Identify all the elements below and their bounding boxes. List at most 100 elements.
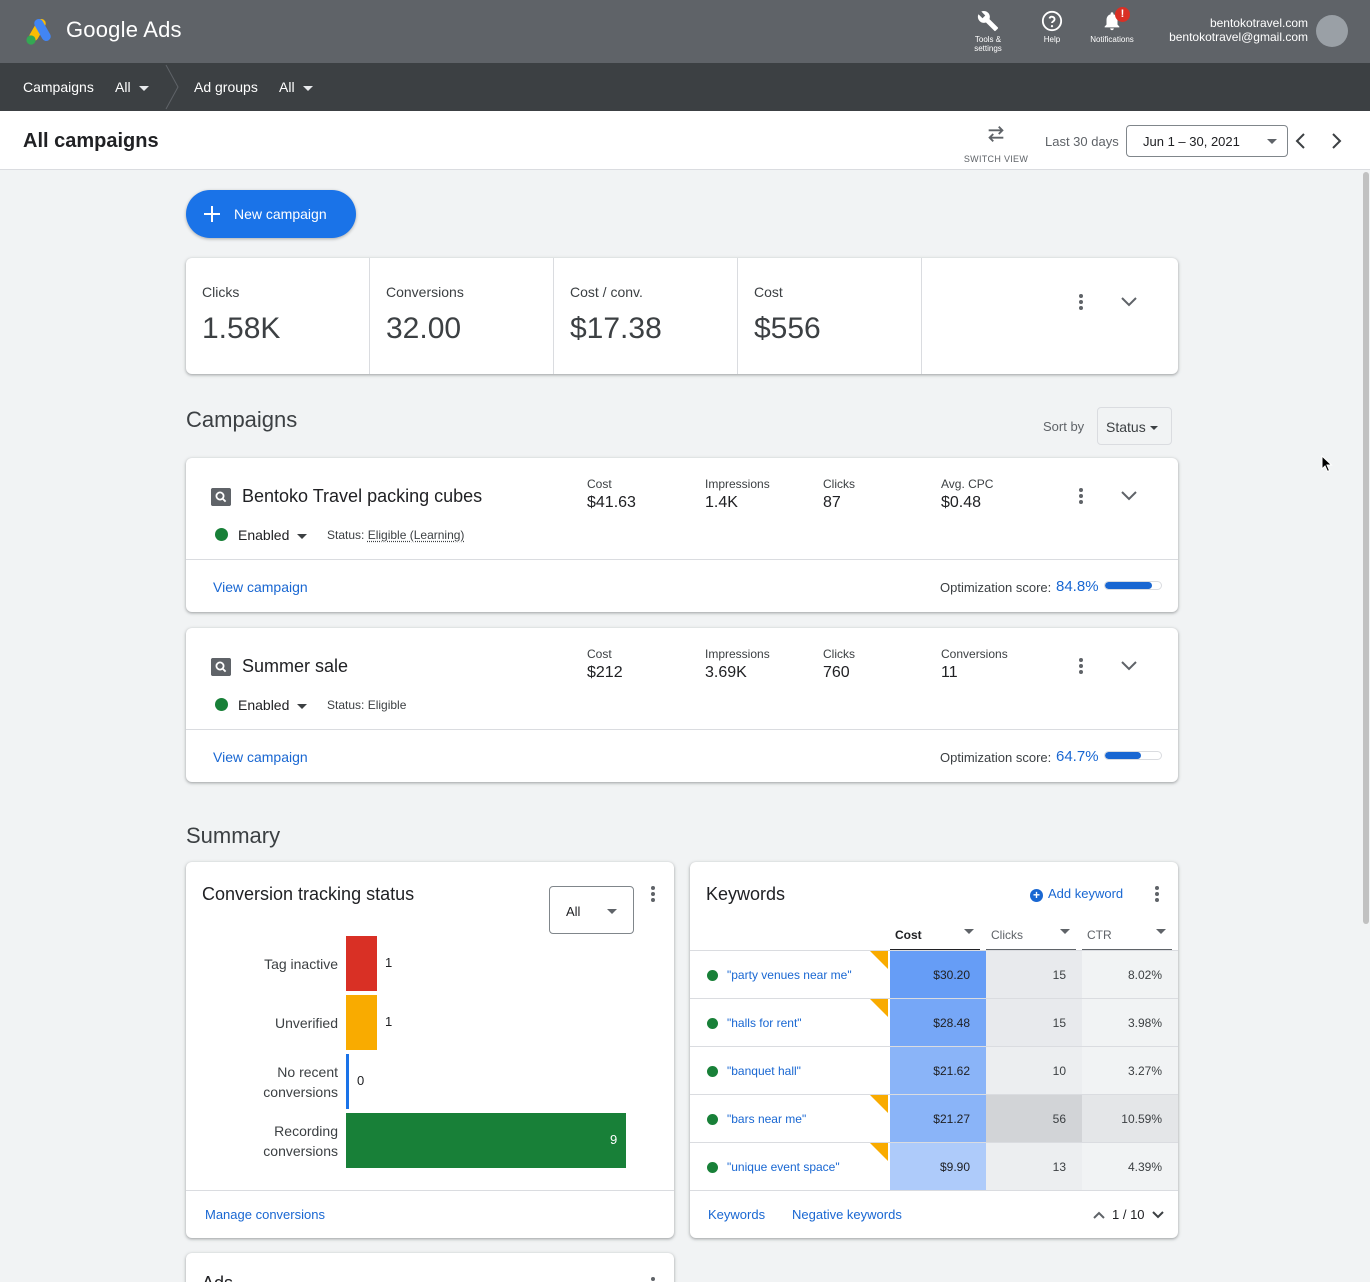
column-header-cost[interactable]: Cost [890, 924, 980, 950]
tools-settings-button[interactable]: Tools & settings [960, 10, 1016, 53]
keyword-text[interactable]: "party venues near me" [727, 968, 852, 982]
conversion-card-footer: Manage conversions [186, 1190, 674, 1238]
more-options-icon[interactable] [1069, 654, 1093, 678]
campaign-name[interactable]: Summer sale [242, 656, 349, 676]
chevron-down-icon[interactable] [1117, 290, 1141, 314]
enabled-status-dot [707, 1066, 718, 1077]
column-header-label: Cost [895, 928, 922, 942]
metric-conversions: Conversions 11 [941, 647, 1008, 682]
campaign-card: Bentoko Travel packing cubes Enabled Sta… [186, 458, 1178, 612]
view-campaign-link[interactable]: View campaign [213, 579, 308, 595]
conversion-filter-select[interactable]: All [549, 886, 634, 934]
metric-label: Avg. CPC [941, 477, 994, 491]
negative-keywords-link[interactable]: Negative keywords [792, 1207, 902, 1222]
cost-cell: $28.48 [890, 999, 986, 1047]
previous-period-arrow-icon[interactable] [1291, 131, 1311, 151]
bar-no-recent-conversions[interactable] [346, 1054, 349, 1109]
table-row[interactable]: "bars near me" $21.27 56 10.59% [690, 1094, 1178, 1143]
switch-view-button[interactable]: SWITCH VIEW [962, 123, 1030, 164]
date-range-value: Jun 1 – 30, 2021 [1143, 134, 1240, 149]
cost-cell: $21.27 [890, 1095, 986, 1143]
campaign-state-dropdown[interactable]: Enabled [238, 697, 308, 713]
table-row[interactable]: "unique event space" $9.90 13 4.39% [690, 1142, 1178, 1191]
more-options-icon[interactable] [1145, 882, 1169, 906]
chevron-down-icon[interactable] [1117, 484, 1141, 508]
avatar[interactable] [1316, 15, 1348, 47]
bar-label-line: conversions [263, 1084, 338, 1100]
more-options-icon[interactable] [641, 882, 665, 906]
manage-conversions-link[interactable]: Manage conversions [205, 1207, 325, 1222]
bar-label-line: Tag inactive [264, 956, 338, 972]
optimization-score-label: Optimization score: [940, 580, 1052, 595]
breadcrumb-campaigns[interactable]: Campaigns [23, 79, 94, 95]
clicks-cell: 13 [986, 1143, 1082, 1191]
account-name: bentokotravel.com [1209, 16, 1308, 30]
ctr-cell: 8.02% [1082, 951, 1178, 999]
stat-clicks[interactable]: Clicks 1.58K [186, 258, 370, 374]
google-ads-logo-icon[interactable] [24, 16, 56, 46]
bar-unverified[interactable] [346, 995, 377, 1050]
bar-tag-inactive[interactable] [346, 936, 377, 991]
page-titlebar: All campaigns SWITCH VIEW Last 30 days J… [0, 111, 1370, 170]
conversion-filter-value: All [566, 904, 581, 919]
table-row[interactable]: "halls for rent" $28.48 15 3.98% [690, 998, 1178, 1047]
account-info[interactable]: bentokotravel.com bentokotravel@gmail.co… [1169, 16, 1308, 44]
enabled-status-dot [707, 1162, 718, 1173]
sort-by-select[interactable]: Status [1097, 407, 1172, 445]
table-row[interactable]: "banquet hall" $21.62 10 3.27% [690, 1046, 1178, 1095]
more-options-icon[interactable] [641, 1273, 665, 1282]
keyword-text[interactable]: "unique event space" [727, 1160, 840, 1174]
add-keyword-label: Add keyword [1048, 886, 1124, 901]
view-campaign-link[interactable]: View campaign [213, 749, 308, 765]
stat-cost[interactable]: Cost $556 [738, 258, 922, 374]
next-period-arrow-icon[interactable] [1326, 131, 1346, 151]
metric-value: 87 [823, 494, 841, 511]
breadcrumb-adgroups[interactable]: Ad groups [194, 79, 258, 95]
scrollbar-thumb[interactable] [1363, 172, 1369, 924]
conversion-bar-row: Unverified 1 [186, 995, 674, 1050]
stat-conversions[interactable]: Conversions 32.00 [370, 258, 554, 374]
clicks-cell: 15 [986, 951, 1082, 999]
help-button[interactable]: Help [1024, 10, 1080, 44]
optimization-score-value[interactable]: 84.8% [1056, 578, 1099, 595]
stat-value: $17.38 [570, 312, 662, 345]
more-options-icon[interactable] [1069, 290, 1093, 314]
tools-label-1: Tools & [974, 35, 1002, 44]
metric-label: Cost [587, 647, 612, 661]
adgroups-filter-dropdown[interactable]: All [279, 79, 313, 95]
metric-label: Impressions [705, 477, 770, 491]
notifications-button[interactable]: ! Notifications [1084, 7, 1140, 44]
keyword-text[interactable]: "banquet hall" [727, 1064, 801, 1078]
add-keyword-button[interactable]: + Add keyword [1030, 886, 1123, 902]
stat-label: Cost / conv. [570, 284, 643, 300]
optimization-score-value[interactable]: 64.7% [1056, 748, 1099, 765]
bar-recording-conversions[interactable] [346, 1113, 626, 1168]
keywords-link[interactable]: Keywords [708, 1207, 766, 1222]
more-options-icon[interactable] [1069, 484, 1093, 508]
sort-by-label: Sort by [1043, 419, 1085, 434]
bar-value: 1 [385, 955, 393, 970]
keyword-text[interactable]: "halls for rent" [727, 1016, 802, 1030]
column-header-ctr[interactable]: CTR [1082, 924, 1172, 950]
chevron-up-icon[interactable] [1092, 1208, 1106, 1222]
campaign-state-dropdown[interactable]: Enabled [238, 527, 308, 543]
campaign-name[interactable]: Bentoko Travel packing cubes [242, 486, 483, 506]
column-header-clicks[interactable]: Clicks [986, 924, 1076, 950]
campaigns-filter-dropdown[interactable]: All [115, 79, 149, 95]
optimization-score-bar [1104, 581, 1162, 590]
chevron-down-icon[interactable] [1151, 1208, 1165, 1222]
new-campaign-button[interactable]: New campaign [186, 190, 356, 238]
table-row[interactable]: "party venues near me" $30.20 15 8.02% [690, 950, 1178, 999]
metric-label: Clicks [823, 647, 855, 661]
metric-value: 3.69K [705, 664, 747, 681]
chevron-down-icon[interactable] [1117, 654, 1141, 678]
stat-cost-per-conversion[interactable]: Cost / conv. $17.38 [554, 258, 738, 374]
mouse-cursor-icon [1321, 455, 1333, 473]
help-icon [1041, 10, 1063, 32]
campaign-state-value: Enabled [238, 697, 290, 713]
status-value[interactable]: Eligible (Learning) [367, 528, 465, 542]
top-header: Google Ads Tools & settings Help ! Notif… [0, 0, 1370, 63]
date-range-select[interactable]: Jun 1 – 30, 2021 [1126, 125, 1288, 157]
metric-value: $0.48 [941, 494, 982, 511]
keyword-text[interactable]: "bars near me" [727, 1112, 807, 1126]
